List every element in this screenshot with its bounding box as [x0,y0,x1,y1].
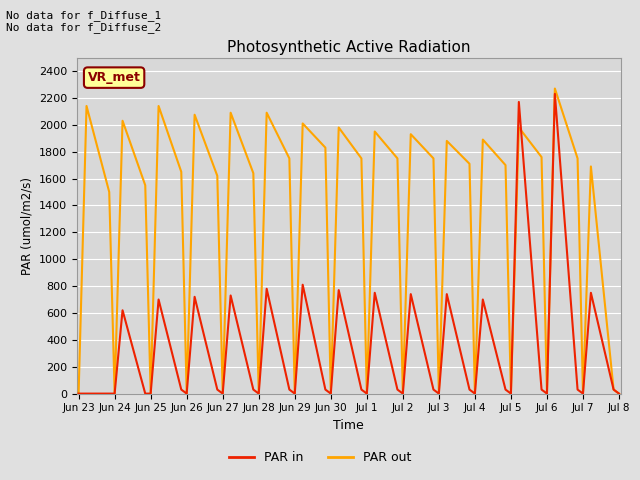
Legend: PAR in, PAR out: PAR in, PAR out [223,446,417,469]
Y-axis label: PAR (umol/m2/s): PAR (umol/m2/s) [20,177,33,275]
X-axis label: Time: Time [333,419,364,432]
Text: No data for f_Diffuse_1
No data for f_Diffuse_2: No data for f_Diffuse_1 No data for f_Di… [6,10,162,33]
Text: VR_met: VR_met [88,71,141,84]
Title: Photosynthetic Active Radiation: Photosynthetic Active Radiation [227,40,470,55]
